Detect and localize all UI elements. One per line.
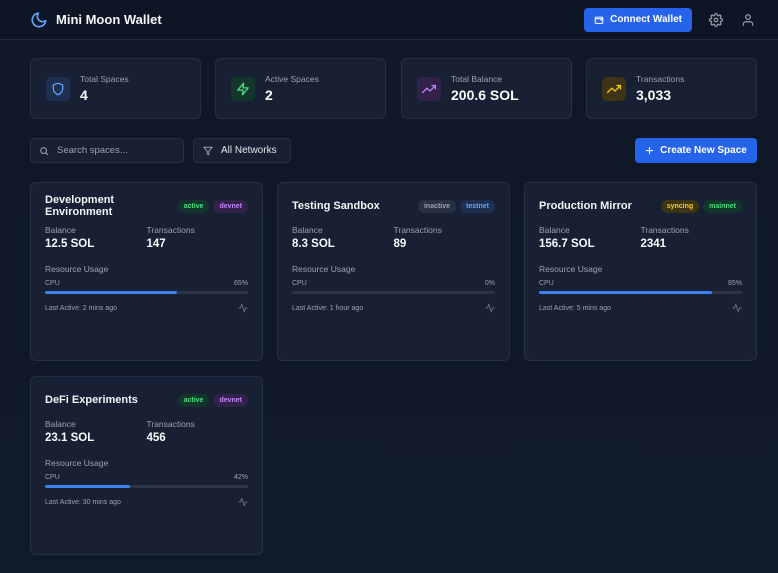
cpu-bar xyxy=(45,291,248,294)
status-badge: syncing xyxy=(660,199,700,213)
transactions-value: 89 xyxy=(393,238,407,250)
stat-total-spaces: Total Spaces 4 xyxy=(30,58,201,119)
balance-label: Balance xyxy=(45,225,76,235)
search-box[interactable] xyxy=(30,138,184,163)
space-card[interactable]: Development Environment active devnet Ba… xyxy=(30,182,263,361)
trending-up-icon xyxy=(607,84,621,93)
stat-icon-box xyxy=(46,76,70,101)
last-active: Last Active: 30 mins ago xyxy=(45,498,121,506)
settings-button[interactable] xyxy=(708,12,724,28)
transactions-label: Transactions xyxy=(393,225,442,235)
moon-icon xyxy=(31,11,47,28)
balance-label: Balance xyxy=(292,225,323,235)
activity-icon[interactable] xyxy=(732,303,742,313)
cpu-label: CPU xyxy=(539,280,554,287)
last-active: Last Active: 1 hour ago xyxy=(292,304,364,312)
connect-wallet-button[interactable]: Connect Wallet xyxy=(584,7,692,32)
stat-label: Transactions xyxy=(636,74,685,84)
search-icon xyxy=(40,146,49,155)
cpu-bar xyxy=(292,291,495,294)
transactions-label: Transactions xyxy=(146,419,195,429)
transactions-value: 2341 xyxy=(640,238,667,250)
stat-total-balance: Total Balance 200.6 SOL xyxy=(401,58,572,119)
stat-value: 200.6 SOL xyxy=(451,87,519,103)
resource-usage-title: Resource Usage xyxy=(45,264,109,274)
shield-icon xyxy=(52,82,64,95)
filter-icon xyxy=(203,146,213,155)
cpu-bar xyxy=(539,291,742,294)
cpu-label: CPU xyxy=(292,280,307,287)
stat-value: 2 xyxy=(265,87,273,103)
profile-button[interactable] xyxy=(740,12,756,28)
space-card[interactable]: Testing Sandbox inactive testnet Balance… xyxy=(277,182,510,361)
balance-value: 156.7 SOL xyxy=(539,238,595,250)
space-name: DeFi Experiments xyxy=(45,394,138,406)
activity-icon[interactable] xyxy=(238,303,248,313)
network-badge: mainnet xyxy=(703,199,742,213)
search-input[interactable] xyxy=(57,145,177,156)
user-icon xyxy=(742,13,754,26)
cpu-bar xyxy=(45,485,248,488)
stat-icon-box xyxy=(602,76,626,101)
create-space-button[interactable]: Create New Space xyxy=(635,138,757,163)
cpu-bar-fill xyxy=(539,291,712,294)
resource-usage-title: Resource Usage xyxy=(45,458,109,468)
app-title: Mini Moon Wallet xyxy=(56,12,162,27)
last-active: Last Active: 5 mins ago xyxy=(539,304,611,312)
space-name: Development Environment xyxy=(45,194,115,218)
stat-label: Total Balance xyxy=(451,74,503,84)
network-badge: testnet xyxy=(460,199,495,213)
space-name: Testing Sandbox xyxy=(292,200,380,212)
balance-value: 12.5 SOL xyxy=(45,238,95,250)
stat-icon-box xyxy=(417,76,441,101)
cpu-label: CPU xyxy=(45,474,60,481)
gear-icon xyxy=(709,12,723,27)
resource-usage-title: Resource Usage xyxy=(292,264,356,274)
wallet-icon xyxy=(594,16,604,24)
resource-usage-title: Resource Usage xyxy=(539,264,603,274)
cpu-bar-fill xyxy=(45,291,177,294)
cpu-percent: 85% xyxy=(727,280,742,287)
space-card[interactable]: DeFi Experiments active devnet Balance 23… xyxy=(30,376,263,555)
space-name: Production Mirror xyxy=(539,200,632,212)
network-filter-label: All Networks xyxy=(221,145,277,156)
activity-icon[interactable] xyxy=(238,497,248,507)
stat-transactions: Transactions 3,033 xyxy=(586,58,757,119)
connect-wallet-label: Connect Wallet xyxy=(610,14,682,25)
network-badge: devnet xyxy=(213,199,248,213)
bolt-icon xyxy=(237,82,249,95)
balance-value: 23.1 SOL xyxy=(45,432,95,444)
transactions-label: Transactions xyxy=(640,225,689,235)
cpu-percent: 65% xyxy=(233,280,248,287)
last-active: Last Active: 2 mins ago xyxy=(45,304,117,312)
cpu-bar-fill xyxy=(45,485,131,488)
stat-value: 4 xyxy=(80,87,88,103)
cpu-label: CPU xyxy=(45,280,60,287)
stat-icon-box xyxy=(231,76,255,101)
cpu-percent: 42% xyxy=(233,474,248,481)
stat-label: Active Spaces xyxy=(265,74,319,84)
transactions-value: 456 xyxy=(146,432,166,444)
transactions-label: Transactions xyxy=(146,225,195,235)
transactions-value: 147 xyxy=(146,238,166,250)
network-badge: devnet xyxy=(213,393,248,407)
activity-icon[interactable] xyxy=(485,303,495,313)
app-header: Mini Moon Wallet Connect Wallet xyxy=(0,0,778,40)
status-badge: inactive xyxy=(417,199,457,213)
brand: Mini Moon Wallet xyxy=(30,11,162,29)
stat-value: 3,033 xyxy=(636,87,672,103)
plus-icon xyxy=(646,146,654,155)
stat-active-spaces: Active Spaces 2 xyxy=(215,58,386,119)
balance-value: 8.3 SOL xyxy=(292,238,335,250)
balance-label: Balance xyxy=(45,419,76,429)
create-space-label: Create New Space xyxy=(660,145,747,156)
space-card[interactable]: Production Mirror syncing mainnet Balanc… xyxy=(524,182,757,361)
status-badge: active xyxy=(177,393,210,407)
stat-label: Total Spaces xyxy=(80,74,129,84)
status-badge: active xyxy=(177,199,210,213)
trending-up-icon xyxy=(422,84,436,93)
cpu-percent: 0% xyxy=(484,280,495,287)
balance-label: Balance xyxy=(539,225,570,235)
network-filter-select[interactable]: All Networks xyxy=(193,138,291,163)
